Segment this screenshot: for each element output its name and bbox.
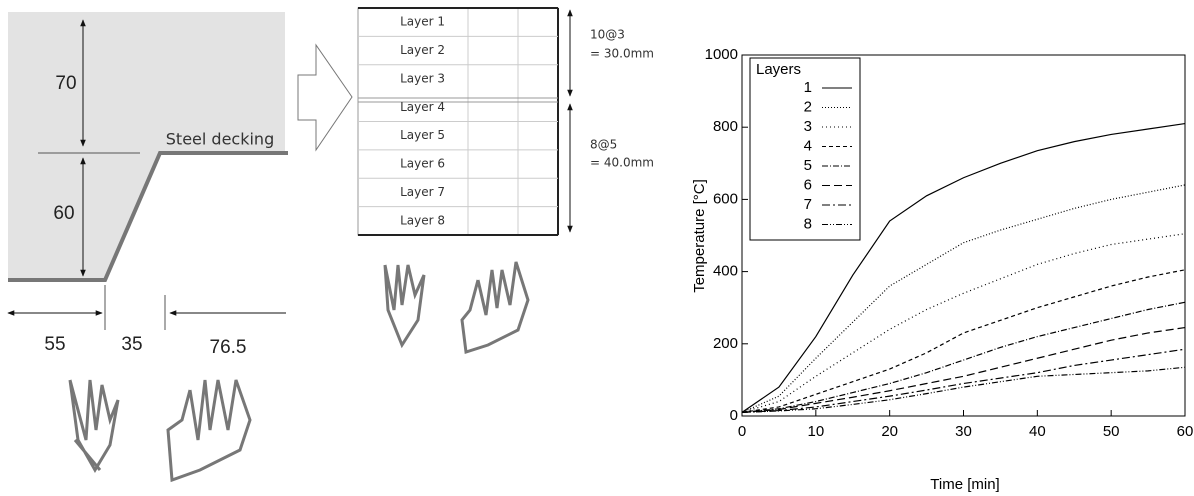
layer-table: 10@3 = 30.0mm 8@5 = 40.0mm Layer 1 Layer …: [357, 7, 654, 354]
y-tick-label: 400: [713, 263, 738, 280]
flame-icon: [68, 379, 252, 483]
dim-label: 70: [55, 73, 76, 94]
legend-label: 6: [804, 176, 812, 193]
x-tick-label: 30: [955, 423, 972, 440]
series-line: [741, 233, 1186, 413]
decking: [8, 151, 288, 282]
series-line: [741, 326, 1186, 413]
legend-label: 7: [804, 196, 812, 213]
layer-label: Layer 2: [400, 43, 445, 57]
x-tick-label: 0: [738, 423, 746, 440]
series-line: [741, 348, 1186, 413]
x-tick-label: 10: [807, 423, 824, 440]
x-axis-label: Time [min]: [930, 476, 999, 493]
legend-label: 4: [804, 137, 812, 154]
y-axis-label: Temperature [°C]: [691, 179, 708, 293]
legend-label: 5: [804, 157, 812, 174]
profile: 70 60 Steel decking 55 35 76.5: [7, 12, 288, 483]
slab: [8, 12, 285, 280]
flow-arrow: [297, 43, 353, 152]
layer-label: Layer 1: [400, 15, 445, 29]
series-line: [741, 269, 1186, 413]
x-tick-label: 40: [1029, 423, 1046, 440]
y-tick-label: 800: [713, 118, 738, 135]
y-tick-label: 600: [713, 190, 738, 207]
series-line: [741, 301, 1186, 413]
decking-label: Steel decking: [166, 130, 274, 149]
x-tick-label: 20: [881, 423, 898, 440]
legend-label: 2: [804, 98, 812, 115]
layer-label: Layer 3: [400, 71, 445, 85]
x-tick-label: 50: [1103, 423, 1120, 440]
layer-label: Layer 8: [400, 213, 445, 227]
chart: Time [min] Temperature [°C] 020040060080…: [691, 46, 1193, 493]
layer-label: Layer 6: [400, 157, 445, 171]
flame-icon: [383, 261, 530, 354]
dim-label: 76.5: [210, 337, 247, 358]
group-spacing: 8@5: [590, 138, 617, 152]
layer-label: Layer 4: [400, 100, 445, 114]
y-tick-label: 200: [713, 335, 738, 352]
group-total: = 30.0mm: [590, 47, 654, 61]
legend-label: 1: [804, 79, 812, 96]
dim-label: 35: [121, 334, 142, 355]
y-tick-label: 0: [730, 407, 738, 424]
dim-label: 60: [53, 203, 74, 224]
group-total: = 40.0mm: [590, 156, 654, 170]
dim-label: 55: [44, 334, 65, 355]
x-tick-label: 60: [1177, 423, 1194, 440]
series-line: [741, 366, 1186, 413]
series-line: [741, 122, 1186, 413]
legend-title: Layers: [756, 61, 801, 78]
layer-label: Layer 7: [400, 185, 445, 199]
series-line: [741, 184, 1186, 413]
group-spacing: 10@3: [590, 28, 625, 42]
legend-label: 8: [804, 215, 812, 232]
legend-label: 3: [804, 118, 812, 135]
y-tick-label: 1000: [705, 46, 738, 63]
layer-label: Layer 5: [400, 128, 445, 142]
